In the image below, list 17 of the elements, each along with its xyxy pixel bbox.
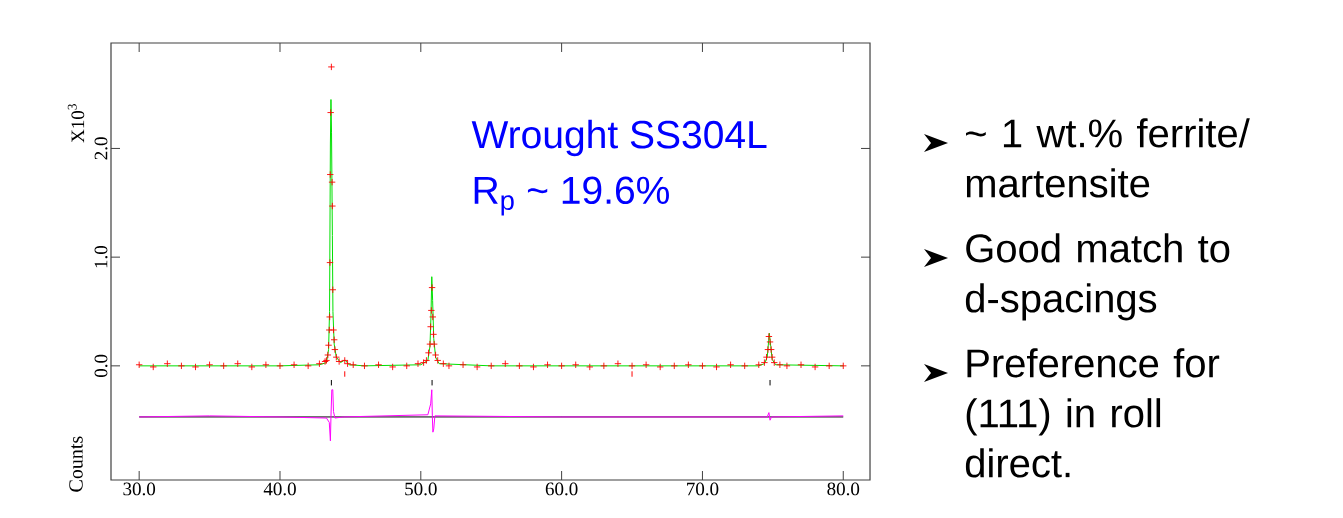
text: X10$^{3}$: [67, 104, 85, 143]
text: Preference for (111) in roll direct.: [965, 348, 1220, 478]
y-axis-title: Counts: [69, 436, 83, 492]
text: Good match to d-spacings: [965, 233, 1230, 321]
y-tick-label: 2.0: [94, 137, 108, 160]
y-tick-label: 0.0: [94, 354, 108, 378]
x-tick-label: 40.0: [263, 482, 296, 496]
text: ~ 1 wt.% ferrite/ martensite: [966, 118, 1250, 198]
x-tick-label: 30.0: [123, 482, 156, 496]
x-tick-label: 70.0: [687, 482, 719, 496]
x-tick-label: 60.0: [545, 482, 578, 496]
x-tick-label: 80.0: [827, 482, 860, 496]
x-tick-label: 50.0: [405, 482, 437, 496]
y-tick-label: 1.0: [94, 245, 108, 268]
line-series: [138, 389, 844, 442]
annotation: R$_{p}$ ~ 19.6%: [474, 176, 669, 216]
annotation: Wrought SS304L: [471, 119, 767, 157]
